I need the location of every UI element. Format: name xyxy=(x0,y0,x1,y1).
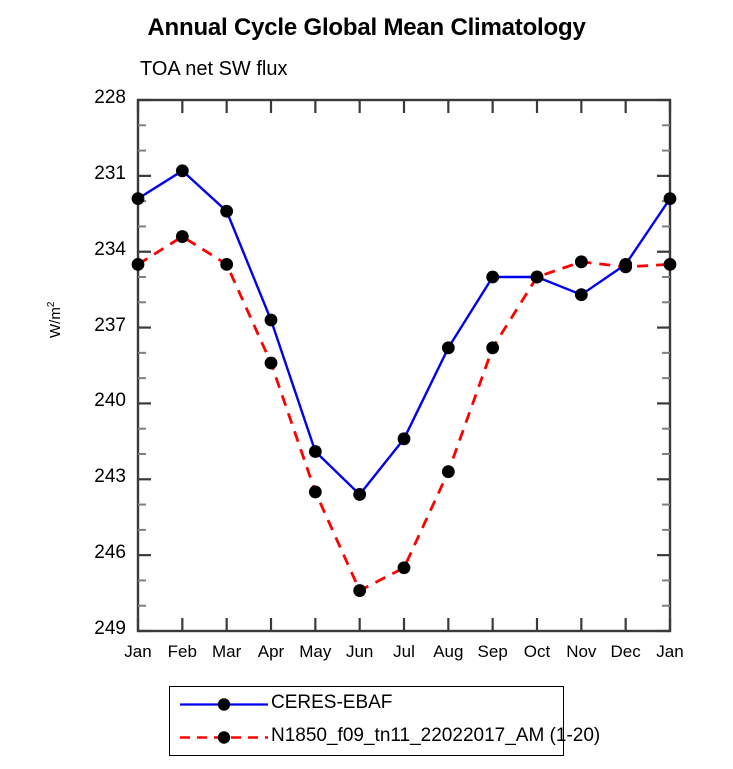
data-point-marker xyxy=(220,204,234,218)
series-line-0 xyxy=(137,169,671,497)
data-point-marker xyxy=(663,192,677,206)
data-point-marker xyxy=(397,432,411,446)
x-tick-label: Apr xyxy=(257,642,285,661)
major-tick-marks xyxy=(138,98,670,633)
page-title: Annual Cycle Global Mean Climatology xyxy=(147,14,586,41)
x-tick-label: Mar xyxy=(212,642,242,661)
x-tick-label: Nov xyxy=(566,642,597,661)
data-point-marker xyxy=(441,465,455,479)
x-tick-marks xyxy=(136,100,672,631)
data-point-marker xyxy=(175,230,189,243)
x-tick-label: Dec xyxy=(610,642,641,661)
legend-label-n1850: N1850_f09_tn11_22022017_AM (1-20) xyxy=(271,725,601,746)
legend-swatch-n1850 xyxy=(180,731,268,744)
chart-subtitle: TOA net SW flux xyxy=(140,58,288,80)
x-tick-label: Jan xyxy=(656,642,684,661)
x-tick-label: Oct xyxy=(523,642,551,661)
data-point-marker xyxy=(175,164,189,178)
x-tick-label: Jun xyxy=(345,642,374,661)
y-tick-label: 231 xyxy=(94,162,126,184)
data-point-marker xyxy=(619,260,633,274)
y-tick-label: 249 xyxy=(94,618,126,639)
y-tick-label: 246 xyxy=(94,542,126,564)
data-point-marker xyxy=(308,485,322,499)
legend-swatch-ceres-ebaf xyxy=(180,698,268,711)
data-point-marker xyxy=(574,288,588,302)
x-tick-label: May xyxy=(299,642,332,661)
y-tick-label: 243 xyxy=(94,466,126,488)
data-point-marker xyxy=(264,356,278,370)
data-point-marker xyxy=(264,313,278,327)
data-point-marker xyxy=(353,488,367,501)
data-point-marker xyxy=(353,584,367,597)
data-point-marker xyxy=(131,192,145,206)
x-tick-label: Sep xyxy=(477,642,508,661)
data-point-marker xyxy=(486,341,500,355)
data-point-marker xyxy=(574,255,588,269)
data-point-marker xyxy=(220,257,234,271)
series-lines xyxy=(137,169,671,593)
data-point-marker xyxy=(441,341,455,355)
data-point-marker xyxy=(530,270,544,284)
data-point-marker xyxy=(131,257,145,271)
y-tick-label: 237 xyxy=(94,314,126,336)
legend-item-n1850[interactable]: N1850_f09_tn11_22022017_AM (1-20) xyxy=(170,720,600,755)
data-point-marker xyxy=(308,445,322,458)
data-point-marker xyxy=(397,561,411,575)
y-tick-label: 240 xyxy=(94,390,126,412)
data-point-marker xyxy=(663,257,677,271)
y-tick-label: 234 xyxy=(94,238,126,260)
x-tick-label: Jul xyxy=(393,642,415,661)
axis-frame xyxy=(136,98,672,633)
data-point-marker xyxy=(486,270,500,284)
y-tick-label: 228 xyxy=(94,87,126,108)
legend-item-ceres-ebaf[interactable]: CERES-EBAF xyxy=(170,687,563,722)
legend: CERES-EBAF N1850_f09_tn11_22022017_AM (1… xyxy=(169,686,600,756)
x-tick-label: Jan xyxy=(124,642,152,661)
x-tick-label: Aug xyxy=(433,642,464,661)
x-tick-label: Feb xyxy=(167,642,197,661)
legend-label-ceres-ebaf: CERES-EBAF xyxy=(271,692,393,713)
minor-tick-marks xyxy=(138,124,670,607)
series-markers xyxy=(131,164,677,597)
